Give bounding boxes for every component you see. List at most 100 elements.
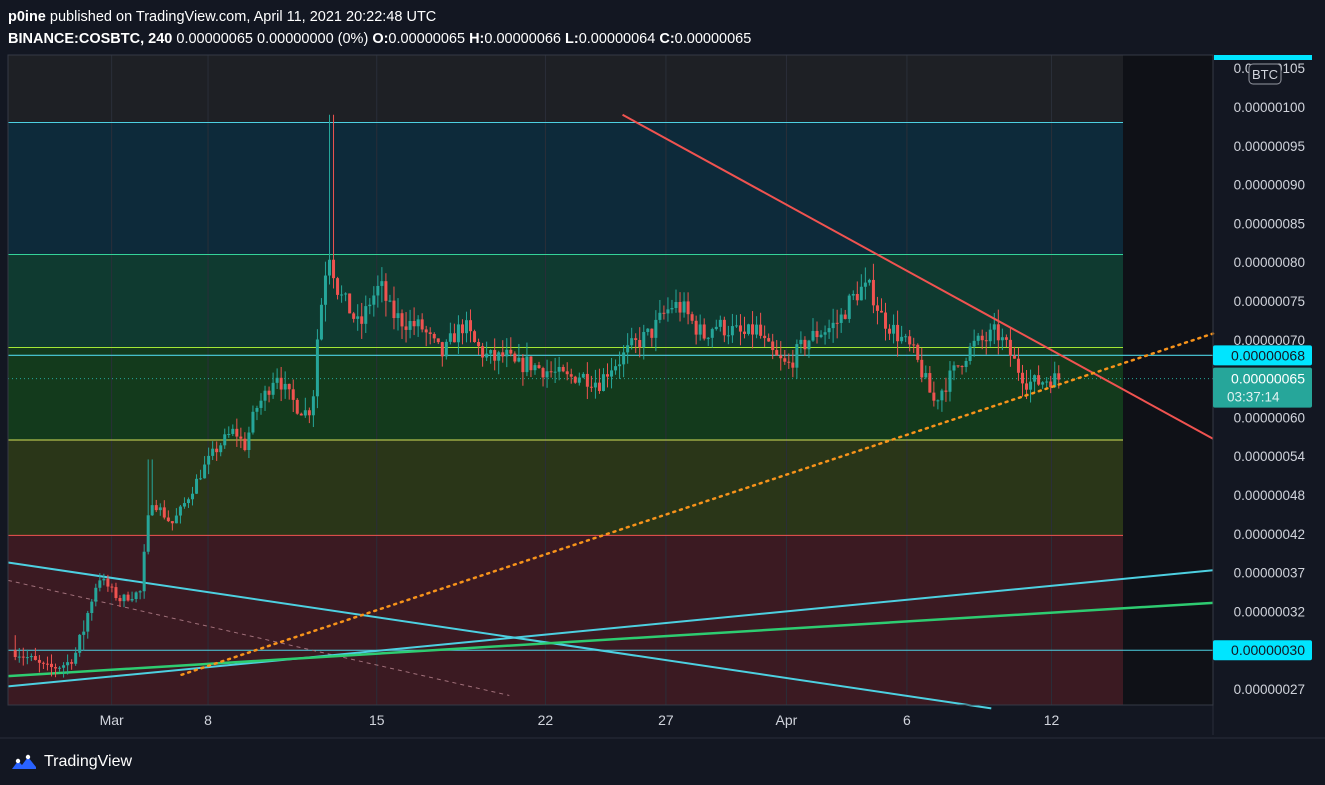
trendline-layer-low[interactable]	[7, 561, 1214, 710]
candle-body	[1053, 373, 1057, 388]
current-price-badge	[1213, 367, 1312, 408]
candle-body	[960, 366, 964, 368]
candle-body	[74, 652, 78, 664]
publish-info: p0ine published on TradingView.com, Apri…	[8, 6, 751, 28]
candle-body	[70, 662, 74, 664]
candle-body	[710, 329, 714, 338]
candle-body	[404, 326, 408, 330]
candle-body	[25, 657, 29, 659]
trendline-layer-high[interactable]	[180, 113, 1215, 677]
candle-body	[239, 436, 243, 439]
publisher-name[interactable]: p0ine	[8, 9, 46, 25]
current-price-label: 0.00000065	[1231, 371, 1305, 387]
candle-body	[13, 650, 17, 657]
candle-body	[501, 352, 505, 357]
candle-body	[767, 338, 771, 342]
candle-body	[863, 282, 867, 287]
x-tick-label: 15	[369, 712, 385, 728]
candle-body	[215, 448, 219, 453]
candle-body	[545, 371, 549, 378]
candle-body	[352, 313, 356, 319]
price-change: 0.00000065 0.00000000 (0%)	[176, 31, 369, 47]
y-tick-label: 0.00000027	[1234, 682, 1305, 697]
close-label: C:	[659, 31, 675, 47]
candle-body	[606, 374, 610, 377]
candle-body	[162, 507, 166, 518]
price-axis[interactable]: 0.00000027 0.00000030 0.00000032 0.00000037…	[1214, 55, 1312, 697]
candle-body	[1000, 337, 1004, 341]
candle-body	[219, 445, 223, 453]
candle-body	[706, 337, 710, 339]
candle-body	[58, 667, 62, 669]
candle-body	[62, 665, 66, 668]
candle-body	[775, 350, 779, 356]
candle-body	[831, 322, 835, 329]
candle-body	[469, 320, 473, 332]
candle-body	[509, 349, 513, 354]
candle-body	[118, 598, 122, 602]
symbol-label: BINANCE:COSBTC, 240	[8, 31, 173, 47]
candle-body	[54, 667, 58, 669]
candle-body	[436, 338, 440, 343]
candle-body	[811, 330, 815, 341]
candle-body	[420, 319, 424, 330]
tradingview-brand: TradingView	[44, 753, 133, 770]
published-text: published on TradingView.com, April 11, …	[49, 9, 437, 25]
candle-body	[368, 304, 372, 307]
candle-body	[380, 281, 384, 286]
candle-body	[843, 314, 847, 319]
candle-body	[670, 307, 674, 310]
candle-body	[186, 499, 190, 504]
candle-body	[928, 373, 932, 393]
candle-body	[263, 390, 267, 401]
candle-body	[323, 275, 327, 305]
candle-body	[698, 324, 702, 335]
candle-body	[525, 356, 529, 373]
high-label: H:	[469, 31, 485, 47]
candle-body	[279, 377, 283, 390]
candle-body	[481, 346, 485, 358]
candle-body	[227, 433, 231, 435]
candle-body	[170, 521, 174, 524]
candle-body	[908, 336, 912, 345]
candle-body	[424, 329, 428, 333]
candle-body	[493, 350, 497, 361]
candle-body	[763, 335, 767, 339]
candle-body	[537, 365, 541, 369]
candle-body	[585, 373, 589, 387]
candle-body	[799, 339, 803, 345]
candle-body	[734, 325, 738, 327]
candle-body	[819, 334, 823, 338]
candle-body	[307, 410, 311, 416]
dashed-trendline	[7, 579, 510, 696]
candle-body	[90, 601, 94, 614]
candle-body	[972, 340, 976, 347]
candle-body	[610, 370, 614, 377]
candle-body	[247, 432, 251, 451]
tradingview-footer[interactable]: TradingView	[10, 753, 132, 771]
open-label: O:	[372, 31, 389, 47]
time-axis[interactable]: Mar 8 15 22 27 Apr 6 12	[0, 712, 1325, 739]
low-value: 0.00000064	[578, 31, 656, 47]
candle-body	[178, 506, 182, 516]
y-tick-label: 0.00000085	[1234, 216, 1305, 231]
x-tick-label: 12	[1044, 712, 1060, 728]
y-tick-label: 0.00000032	[1234, 604, 1305, 619]
candle-body	[622, 352, 626, 365]
candle-body	[271, 382, 275, 395]
candle-body	[517, 357, 521, 362]
candle-body	[900, 336, 904, 342]
candle-body	[730, 326, 734, 336]
candle-body	[45, 663, 49, 665]
candle-body	[1025, 383, 1029, 390]
x-tick-label: 6	[903, 712, 911, 728]
candle-body	[759, 324, 763, 336]
close-value: 0.00000065	[674, 31, 752, 47]
candle-body	[738, 325, 742, 332]
candle-body	[392, 300, 396, 319]
candle-body	[916, 344, 920, 360]
trendline-cyan-line	[7, 561, 992, 710]
zone-teal	[8, 254, 1123, 348]
candle-body	[211, 448, 215, 456]
